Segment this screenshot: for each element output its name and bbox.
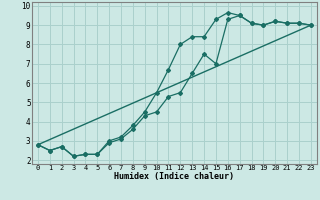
X-axis label: Humidex (Indice chaleur): Humidex (Indice chaleur)	[115, 172, 234, 181]
